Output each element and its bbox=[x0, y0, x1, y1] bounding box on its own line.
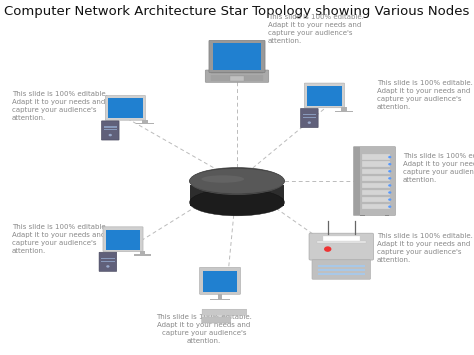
Bar bbox=[104, 129, 117, 130]
Text: This slide is 100% editable.
Adapt it to your needs and
capture your audience's
: This slide is 100% editable. Adapt it to… bbox=[156, 314, 252, 344]
Bar bbox=[362, 190, 390, 195]
Bar bbox=[384, 215, 389, 216]
Bar bbox=[104, 126, 117, 128]
Circle shape bbox=[388, 156, 392, 158]
Bar bbox=[323, 236, 360, 241]
Circle shape bbox=[109, 134, 112, 136]
Text: This slide is 100% editable.
Adapt it to your needs and
capture your audience's
: This slide is 100% editable. Adapt it to… bbox=[12, 224, 108, 254]
Bar bbox=[362, 162, 390, 167]
Ellipse shape bbox=[190, 168, 284, 194]
Bar bbox=[307, 86, 342, 106]
Circle shape bbox=[388, 163, 392, 165]
FancyBboxPatch shape bbox=[205, 70, 269, 82]
FancyBboxPatch shape bbox=[105, 95, 146, 120]
Bar bbox=[101, 261, 115, 262]
Bar bbox=[203, 271, 237, 292]
Circle shape bbox=[388, 177, 392, 180]
Bar bbox=[362, 176, 390, 181]
Text: This slide is 100% editable.
Adapt it to your needs and
capture your audience's
: This slide is 100% editable. Adapt it to… bbox=[377, 80, 473, 110]
Circle shape bbox=[388, 191, 392, 194]
Circle shape bbox=[388, 170, 392, 173]
Bar bbox=[218, 294, 222, 299]
Bar bbox=[106, 230, 140, 250]
Bar bbox=[213, 43, 261, 70]
Bar bbox=[341, 108, 347, 111]
Ellipse shape bbox=[190, 168, 284, 194]
Circle shape bbox=[388, 206, 392, 208]
Bar bbox=[108, 98, 143, 119]
Circle shape bbox=[308, 121, 311, 124]
Ellipse shape bbox=[190, 169, 284, 193]
Ellipse shape bbox=[190, 169, 284, 193]
Ellipse shape bbox=[190, 168, 284, 195]
Ellipse shape bbox=[190, 168, 284, 194]
Polygon shape bbox=[190, 185, 284, 206]
Text: This slide is 100% editable.
Adapt it to your needs and
capture your audience's
: This slide is 100% editable. Adapt it to… bbox=[268, 14, 364, 44]
Bar bbox=[230, 76, 244, 81]
Text: This slide is 100% editable.
Adapt it to your needs and
capture your audience's
: This slide is 100% editable. Adapt it to… bbox=[377, 233, 473, 263]
Bar bbox=[354, 147, 360, 215]
FancyBboxPatch shape bbox=[99, 252, 117, 271]
Ellipse shape bbox=[190, 168, 284, 194]
Bar bbox=[362, 154, 390, 160]
FancyBboxPatch shape bbox=[202, 309, 246, 315]
Bar bbox=[318, 265, 365, 267]
Bar bbox=[362, 183, 390, 188]
Circle shape bbox=[324, 246, 331, 252]
Bar bbox=[134, 255, 151, 256]
Bar bbox=[303, 117, 316, 118]
Circle shape bbox=[388, 198, 392, 201]
FancyBboxPatch shape bbox=[312, 260, 371, 279]
Ellipse shape bbox=[201, 175, 244, 183]
Circle shape bbox=[106, 265, 109, 268]
Bar bbox=[303, 114, 316, 115]
Bar bbox=[101, 258, 115, 259]
FancyBboxPatch shape bbox=[103, 227, 143, 252]
Bar bbox=[210, 299, 230, 300]
Bar bbox=[318, 269, 365, 271]
Text: Computer Network Architecture Star Topology showing Various Nodes: Computer Network Architecture Star Topol… bbox=[4, 5, 470, 18]
Bar bbox=[317, 241, 366, 243]
Ellipse shape bbox=[190, 189, 284, 216]
FancyBboxPatch shape bbox=[309, 233, 374, 260]
FancyBboxPatch shape bbox=[301, 108, 318, 127]
Bar bbox=[362, 169, 390, 174]
Bar bbox=[136, 123, 154, 124]
Ellipse shape bbox=[190, 169, 284, 193]
Bar bbox=[318, 273, 365, 275]
Text: This slide is 100% editable.
Adapt it to your needs and
capture your audience's
: This slide is 100% editable. Adapt it to… bbox=[403, 153, 474, 183]
FancyBboxPatch shape bbox=[200, 267, 241, 294]
FancyBboxPatch shape bbox=[209, 40, 265, 72]
Bar bbox=[140, 251, 146, 255]
Bar bbox=[142, 120, 148, 123]
FancyBboxPatch shape bbox=[101, 121, 119, 140]
FancyBboxPatch shape bbox=[304, 83, 345, 108]
FancyBboxPatch shape bbox=[353, 147, 395, 215]
Bar bbox=[360, 215, 365, 216]
Bar bbox=[362, 204, 390, 209]
Text: This slide is 100% editable.
Adapt it to your needs and
capture your audience's
: This slide is 100% editable. Adapt it to… bbox=[12, 91, 108, 121]
Bar bbox=[362, 197, 390, 202]
Circle shape bbox=[388, 184, 392, 187]
Bar bbox=[335, 111, 353, 112]
FancyBboxPatch shape bbox=[201, 317, 231, 323]
